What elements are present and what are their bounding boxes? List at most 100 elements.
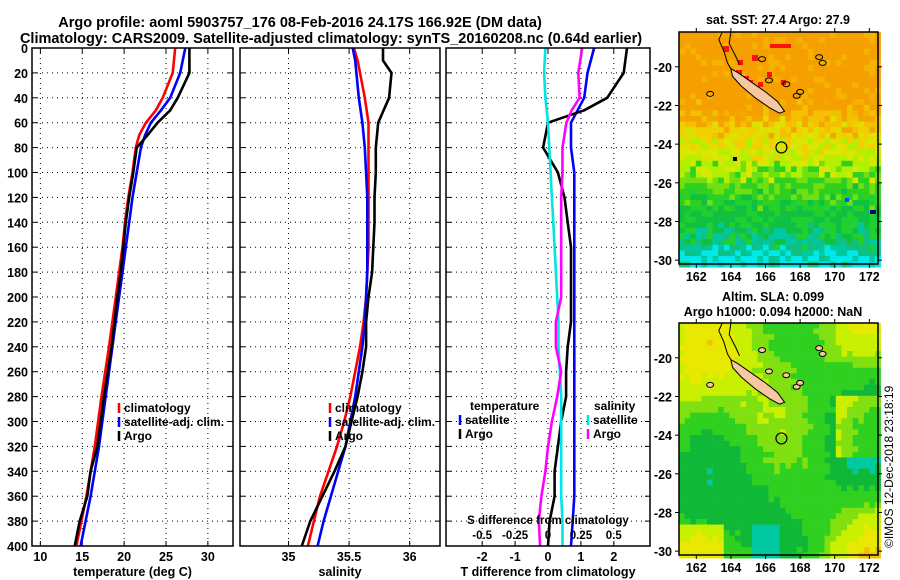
field-cell bbox=[835, 65, 842, 72]
field-cell bbox=[830, 390, 837, 397]
field-cell bbox=[802, 88, 809, 94]
x-tick-label: 25 bbox=[159, 550, 173, 564]
field-cell bbox=[729, 356, 736, 363]
field-cell bbox=[757, 373, 764, 380]
field-cell bbox=[785, 166, 792, 173]
field-cell bbox=[768, 356, 775, 363]
field-cell bbox=[763, 491, 769, 497]
field-cell bbox=[757, 334, 764, 341]
field-cell bbox=[740, 222, 747, 229]
field-cell bbox=[768, 323, 775, 329]
lon-tick-label: 162 bbox=[686, 270, 707, 284]
field-cell bbox=[813, 244, 820, 251]
field-cell bbox=[718, 395, 725, 402]
field-cell bbox=[841, 116, 848, 122]
field-cell bbox=[830, 37, 837, 44]
field-cell bbox=[712, 334, 719, 341]
field-cell bbox=[858, 71, 865, 78]
field-cell bbox=[830, 160, 837, 167]
field-cell bbox=[785, 507, 792, 514]
field-cell bbox=[858, 435, 865, 441]
field-cell bbox=[684, 149, 691, 156]
field-cell bbox=[740, 48, 747, 55]
field-cell bbox=[712, 239, 719, 246]
legend-label: Argo bbox=[465, 427, 493, 441]
field-cell bbox=[729, 435, 736, 441]
field-cell bbox=[679, 524, 685, 531]
field-cell bbox=[785, 457, 792, 464]
field-cell bbox=[679, 256, 685, 262]
field-cell bbox=[869, 328, 876, 335]
field-cell bbox=[824, 155, 831, 162]
field-cell bbox=[852, 82, 859, 89]
field-cell bbox=[852, 463, 859, 469]
field-cell bbox=[869, 88, 876, 94]
field-cell bbox=[712, 373, 719, 380]
field-cell bbox=[718, 351, 725, 357]
field-cell bbox=[690, 547, 697, 553]
lon-tick-label: 172 bbox=[859, 270, 880, 284]
field-cell bbox=[852, 390, 859, 397]
field-cell bbox=[746, 463, 753, 469]
field-cell bbox=[735, 474, 741, 481]
field-cell bbox=[785, 149, 792, 156]
field-cell bbox=[757, 468, 764, 475]
field-cell bbox=[701, 166, 708, 173]
field-cell bbox=[690, 177, 697, 184]
field-cell bbox=[807, 502, 814, 509]
field-cell bbox=[785, 367, 792, 374]
field-cell bbox=[835, 339, 842, 346]
field-cell bbox=[785, 116, 792, 122]
field-cell bbox=[824, 233, 831, 240]
field-cell bbox=[684, 390, 691, 397]
field-cell bbox=[757, 356, 764, 363]
field-cell bbox=[723, 373, 730, 380]
field-cell bbox=[718, 479, 725, 486]
field-cell bbox=[830, 188, 837, 195]
field-cell bbox=[774, 367, 781, 374]
field-cell bbox=[869, 479, 876, 486]
field-cell bbox=[735, 373, 741, 380]
field-cell bbox=[835, 216, 842, 223]
field-cell bbox=[763, 362, 769, 369]
field-cell bbox=[796, 323, 803, 329]
field-cell bbox=[796, 104, 803, 111]
field-cell bbox=[824, 48, 831, 55]
field-cell bbox=[796, 155, 803, 162]
field-cell bbox=[774, 496, 781, 503]
field-cell bbox=[835, 228, 842, 234]
field-cell bbox=[841, 384, 848, 391]
field-cell bbox=[841, 334, 848, 341]
field-cell bbox=[819, 138, 825, 145]
warm-spot bbox=[767, 72, 772, 77]
field-cell bbox=[723, 239, 730, 246]
field-cell bbox=[819, 250, 825, 257]
field-cell bbox=[858, 513, 865, 520]
field-cell bbox=[835, 54, 842, 61]
field-cell bbox=[813, 446, 820, 453]
field-cell bbox=[791, 485, 797, 492]
field-cell bbox=[701, 99, 708, 106]
field-cell bbox=[679, 440, 685, 447]
field-cell bbox=[824, 76, 831, 83]
field-cell bbox=[802, 541, 809, 548]
field-cell bbox=[690, 373, 697, 380]
field-cell bbox=[757, 367, 764, 374]
field-cell bbox=[835, 547, 842, 553]
field-cell bbox=[723, 407, 730, 413]
field-cell bbox=[802, 407, 809, 413]
field-cell bbox=[763, 60, 769, 66]
field-cell bbox=[712, 155, 719, 162]
field-cell bbox=[729, 138, 736, 145]
field-cell bbox=[835, 172, 842, 178]
field-cell bbox=[679, 367, 685, 374]
x-tick-label: 35.5 bbox=[337, 550, 361, 564]
field-cell bbox=[757, 60, 764, 66]
lon-tick-label: 168 bbox=[790, 561, 811, 575]
field-cell bbox=[869, 418, 876, 425]
field-cell bbox=[841, 244, 848, 251]
field-cell bbox=[723, 362, 730, 369]
field-cell bbox=[824, 183, 831, 190]
field-cell bbox=[763, 144, 769, 150]
field-cell bbox=[707, 110, 713, 117]
